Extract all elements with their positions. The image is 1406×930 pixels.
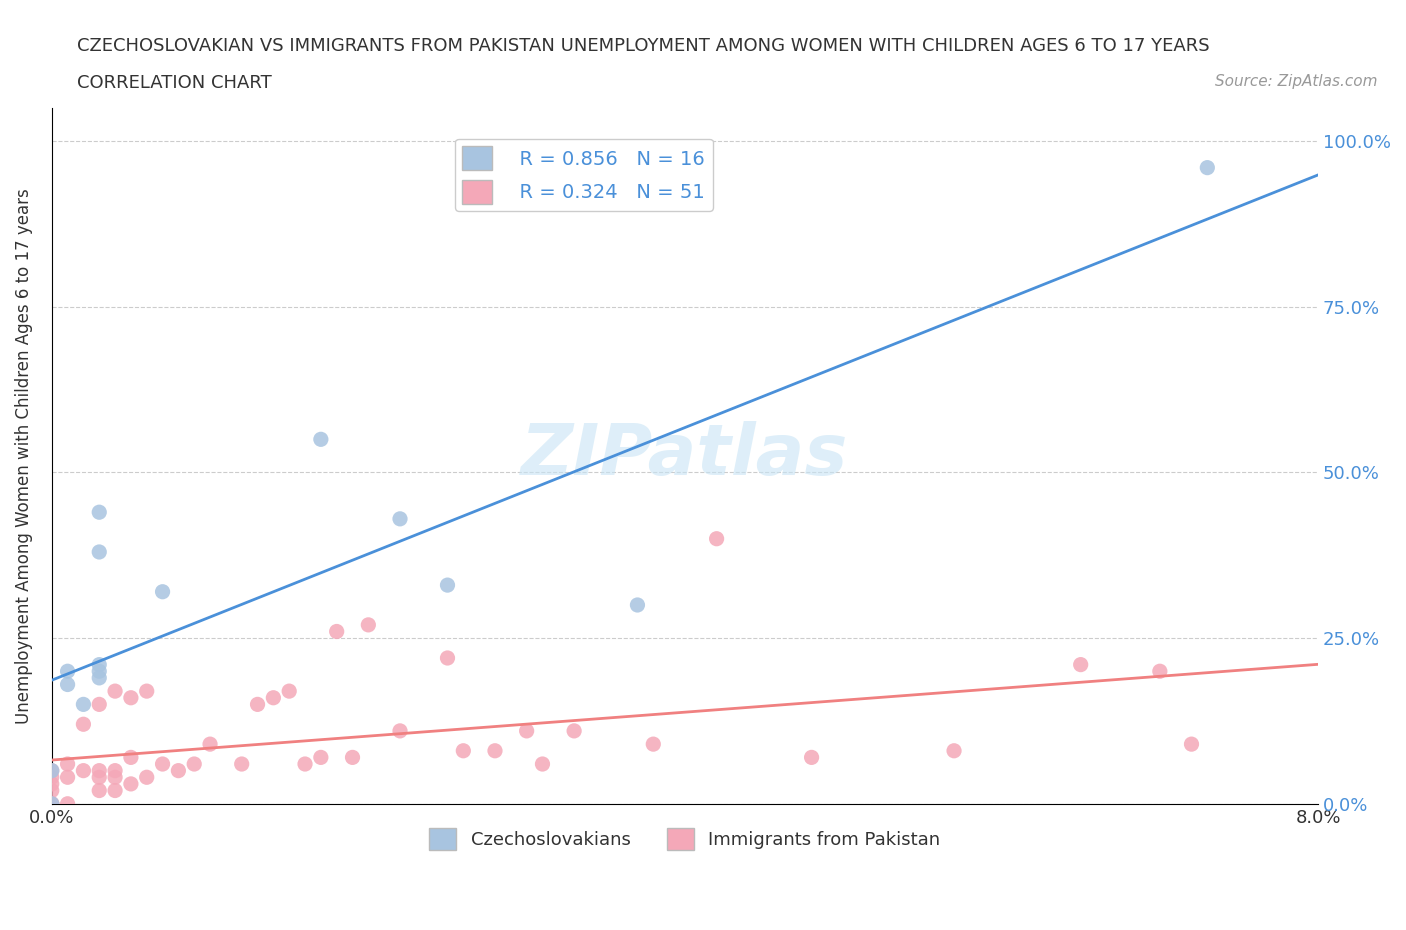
Point	[262, 690, 284, 705]
Point	[41, 796, 63, 811]
Point	[89, 505, 111, 520]
Point	[56, 757, 79, 772]
Point	[104, 770, 127, 785]
Point	[135, 770, 157, 785]
Point	[104, 764, 127, 778]
Point	[120, 777, 142, 791]
Point	[152, 757, 174, 772]
Point	[943, 743, 966, 758]
Point	[89, 697, 111, 711]
Point	[89, 764, 111, 778]
Point	[135, 684, 157, 698]
Point	[183, 757, 205, 772]
Point	[246, 697, 269, 711]
Point	[436, 651, 458, 666]
Text: CORRELATION CHART: CORRELATION CHART	[77, 74, 273, 92]
Point	[309, 432, 332, 446]
Point	[89, 658, 111, 672]
Text: Source: ZipAtlas.com: Source: ZipAtlas.com	[1215, 74, 1378, 89]
Point	[89, 545, 111, 560]
Point	[56, 664, 79, 679]
Point	[104, 684, 127, 698]
Legend: Czechoslovakians, Immigrants from Pakistan: Czechoslovakians, Immigrants from Pakist…	[422, 821, 948, 857]
Point	[325, 624, 347, 639]
Point	[357, 618, 380, 632]
Point	[56, 770, 79, 785]
Point	[1197, 160, 1219, 175]
Point	[56, 796, 79, 811]
Point	[41, 796, 63, 811]
Point	[388, 512, 411, 526]
Point	[1180, 737, 1202, 751]
Point	[388, 724, 411, 738]
Point	[41, 764, 63, 778]
Point	[72, 717, 94, 732]
Point	[436, 578, 458, 592]
Point	[706, 531, 728, 546]
Point	[41, 764, 63, 778]
Point	[41, 783, 63, 798]
Point	[562, 724, 585, 738]
Point	[231, 757, 253, 772]
Point	[278, 684, 301, 698]
Point	[72, 764, 94, 778]
Point	[453, 743, 475, 758]
Point	[1070, 658, 1092, 672]
Point	[72, 697, 94, 711]
Point	[800, 750, 823, 764]
Point	[56, 677, 79, 692]
Point	[89, 664, 111, 679]
Point	[41, 770, 63, 785]
Point	[643, 737, 665, 751]
Point	[89, 671, 111, 685]
Point	[342, 750, 364, 764]
Point	[89, 783, 111, 798]
Point	[89, 770, 111, 785]
Text: CZECHOSLOVAKIAN VS IMMIGRANTS FROM PAKISTAN UNEMPLOYMENT AMONG WOMEN WITH CHILDR: CZECHOSLOVAKIAN VS IMMIGRANTS FROM PAKIS…	[77, 37, 1211, 55]
Point	[198, 737, 221, 751]
Point	[120, 750, 142, 764]
Point	[294, 757, 316, 772]
Point	[41, 796, 63, 811]
Point	[41, 777, 63, 791]
Point	[104, 783, 127, 798]
Point	[309, 750, 332, 764]
Point	[152, 584, 174, 599]
Point	[120, 690, 142, 705]
Point	[1149, 664, 1171, 679]
Point	[484, 743, 506, 758]
Point	[626, 598, 648, 613]
Point	[167, 764, 190, 778]
Point	[531, 757, 554, 772]
Point	[516, 724, 538, 738]
Y-axis label: Unemployment Among Women with Children Ages 6 to 17 years: Unemployment Among Women with Children A…	[15, 188, 32, 724]
Text: ZIPatlas: ZIPatlas	[522, 421, 849, 490]
